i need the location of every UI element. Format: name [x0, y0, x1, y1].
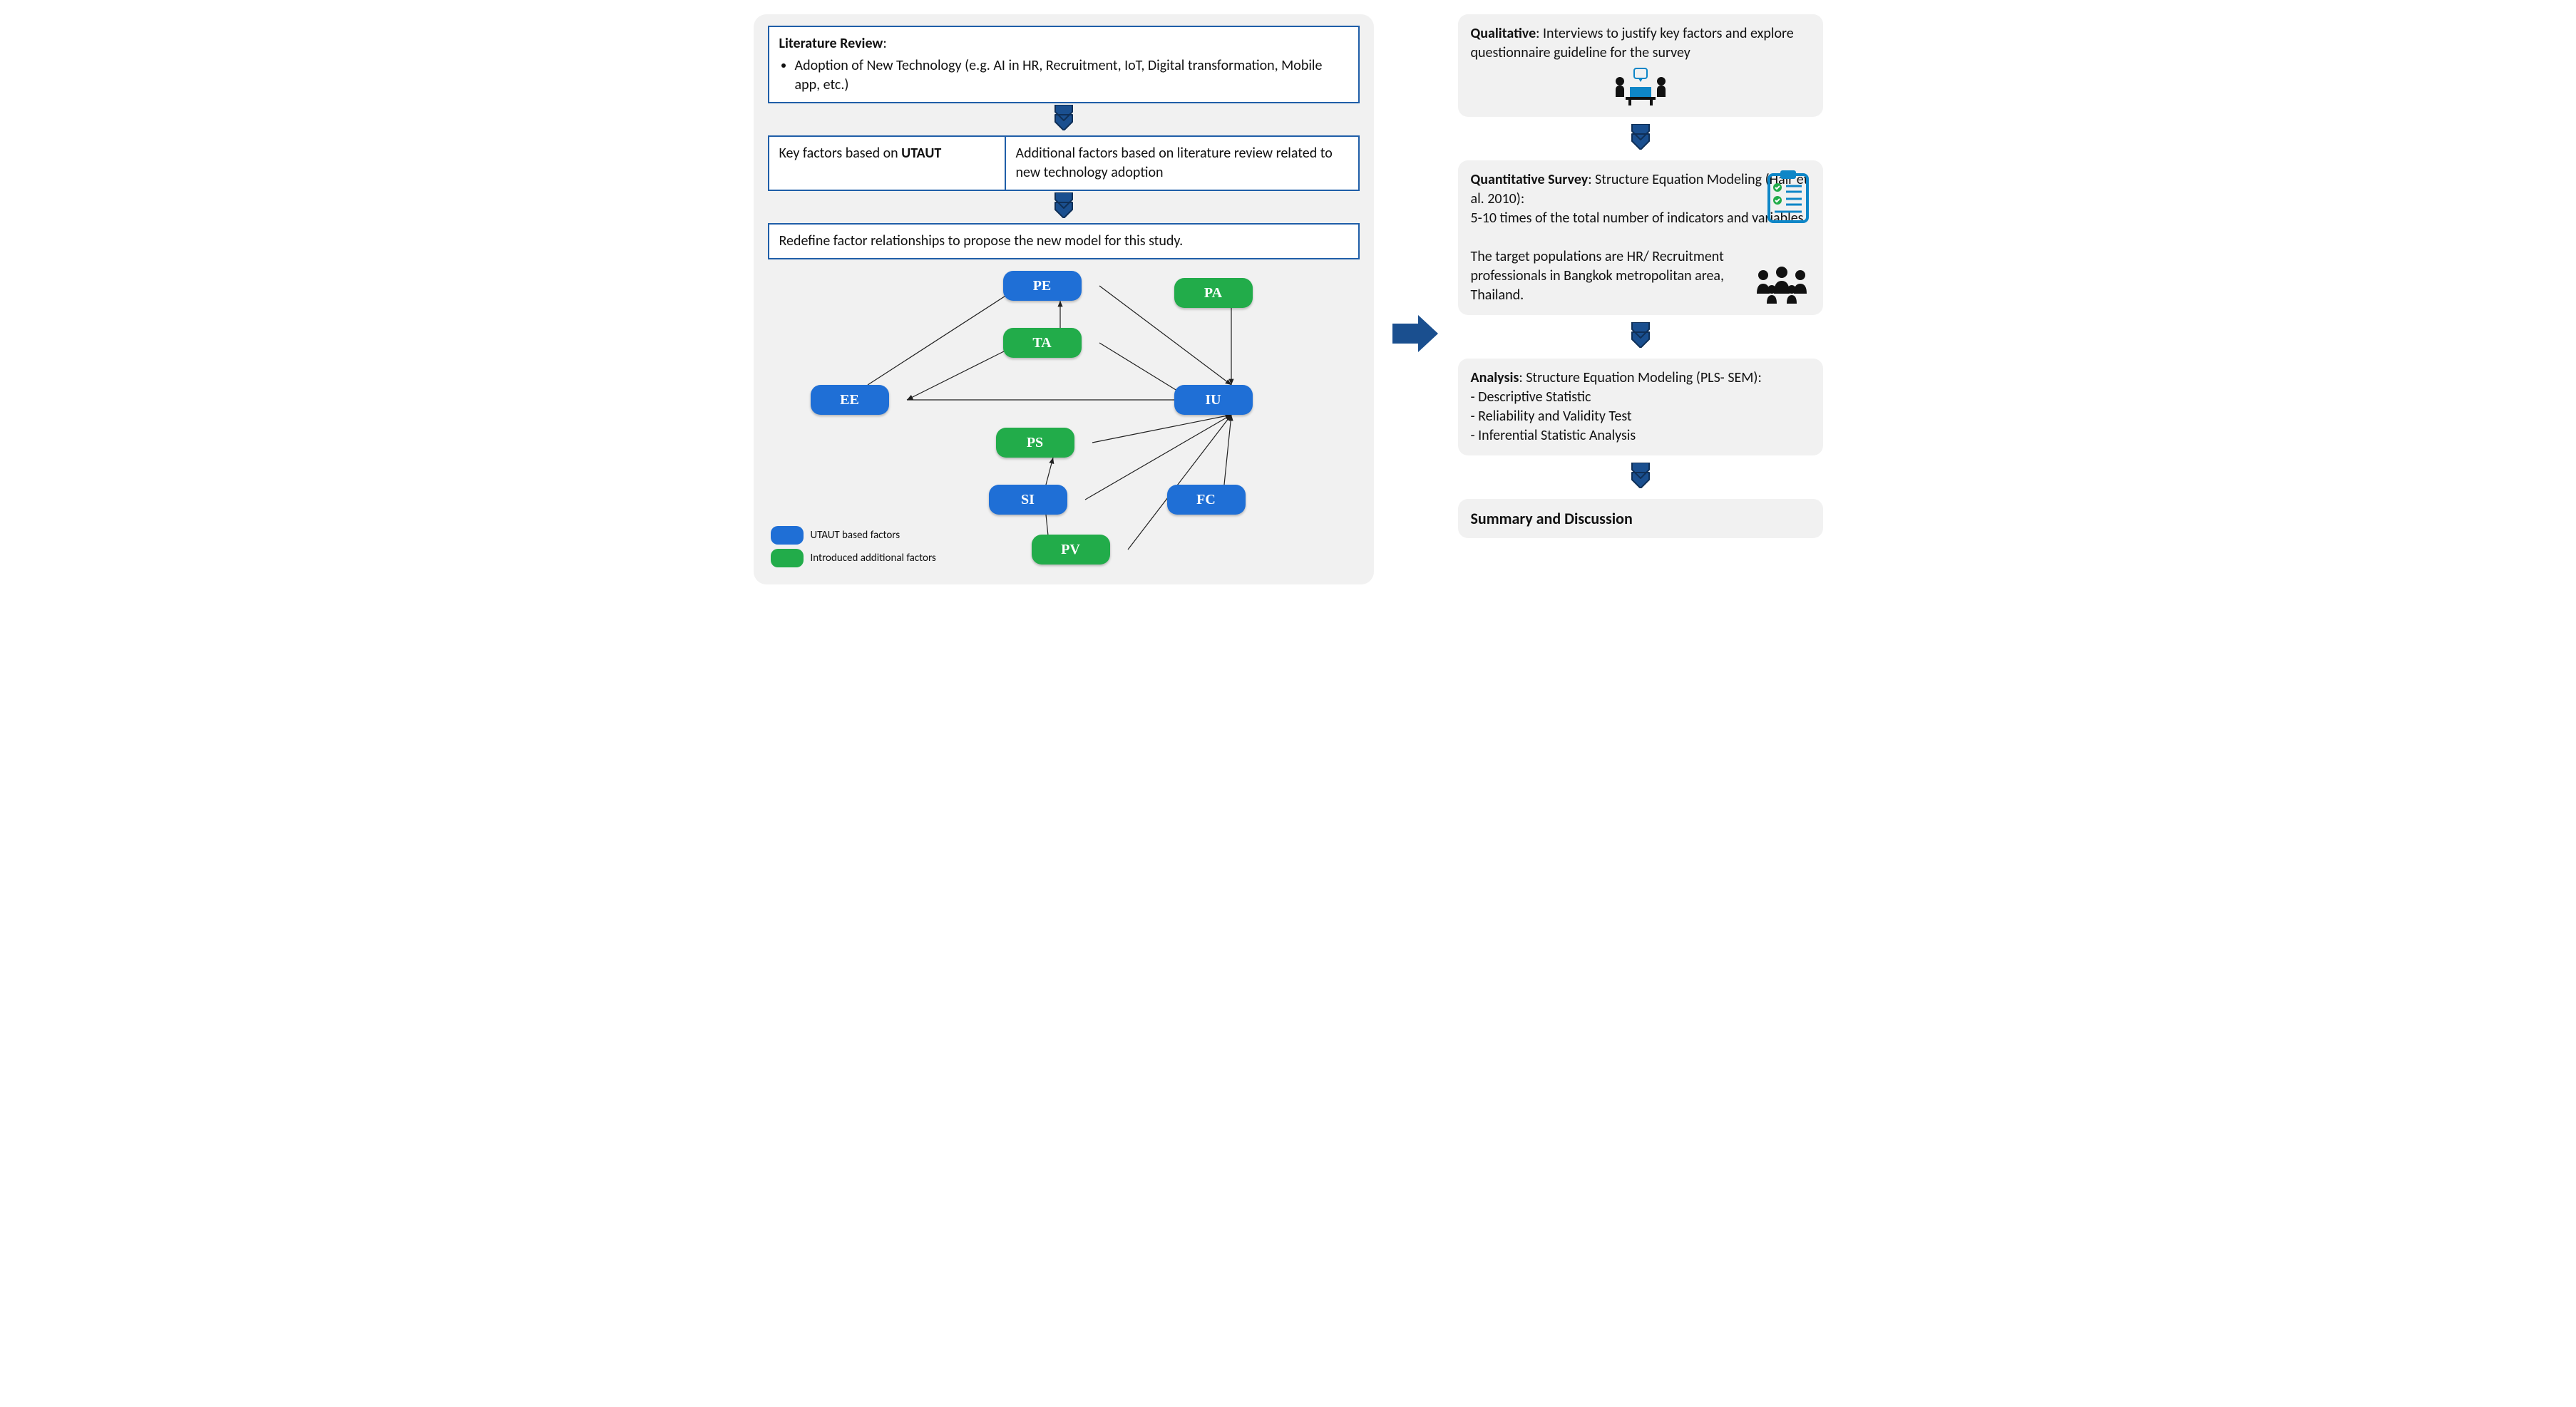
node-ps: PS [996, 428, 1074, 458]
chevron-down-1 [768, 105, 1360, 134]
analysis-text: : Structure Equation Modeling (PLS- SEM)… [1519, 369, 1761, 386]
qualitative-panel: Qualitative: Interviews to justify key f… [1458, 14, 1823, 117]
additional-factors-box: Additional factors based on literature r… [1005, 135, 1360, 191]
utaut-factors-box: Key factors based on UTAUT [768, 135, 1005, 191]
legend-label-blue: UTAUT based factors [811, 529, 900, 542]
big-arrow-icon [1391, 312, 1441, 359]
analysis-bullet-3: - Inferential Statistic Analysis [1471, 426, 1810, 445]
node-fc: FC [1167, 485, 1246, 515]
analysis-bullet-2: - Reliability and Validity Test [1471, 407, 1810, 426]
node-iu: IU [1174, 385, 1253, 415]
right-panel: Qualitative: Interviews to justify key f… [1458, 14, 1823, 538]
legend-swatch-green [771, 549, 804, 567]
quantitative-text-2: 5-10 times of the total number of indica… [1471, 209, 1810, 228]
redefine-box: Redefine factor relationships to propose… [768, 223, 1360, 259]
utaut-prefix: Key factors based on [779, 145, 902, 162]
node-si: SI [989, 485, 1067, 515]
left-panel: Literature Review: Adoption of New Techn… [754, 14, 1374, 584]
analysis-panel: Analysis: Structure Equation Modeling (P… [1458, 359, 1823, 455]
model-diagram: UTAUT based factors Introduced additiona… [768, 264, 1360, 570]
literature-review-title: Literature Review [779, 35, 883, 52]
interview-icon [1608, 66, 1673, 107]
people-group-icon [1752, 265, 1812, 306]
chevron-down-2 [768, 192, 1360, 222]
literature-review-bullet: Adoption of New Technology (e.g. AI in H… [795, 56, 1348, 95]
literature-review-box: Literature Review: Adoption of New Techn… [768, 26, 1360, 103]
quantitative-panel: Quantitative Survey: Structure Equation … [1458, 160, 1823, 315]
legend-label-green: Introduced additional factors [811, 552, 936, 565]
node-pa: PA [1174, 278, 1253, 308]
node-ee: EE [811, 385, 889, 415]
legend-swatch-blue [771, 526, 804, 545]
chevron-down-r3 [1458, 463, 1823, 492]
factors-row: Key factors based on UTAUT Additional fa… [768, 135, 1360, 191]
qualitative-heading: Qualitative [1471, 25, 1536, 42]
analysis-bullet-1: - Descriptive Statistic [1471, 388, 1810, 407]
node-ta: TA [1003, 328, 1082, 358]
layout-wrap: Literature Review: Adoption of New Techn… [754, 14, 1823, 584]
node-pe: PE [1003, 271, 1082, 301]
node-pv: PV [1032, 535, 1110, 565]
analysis-heading: Analysis [1471, 369, 1519, 386]
legend: UTAUT based factors Introduced additiona… [771, 522, 936, 567]
utaut-bold: UTAUT [901, 145, 941, 162]
chevron-down-r2 [1458, 322, 1823, 351]
quantitative-heading: Quantitative Survey [1471, 171, 1589, 188]
summary-panel: Summary and Discussion [1458, 499, 1823, 538]
chevron-down-r1 [1458, 124, 1823, 153]
clipboard-icon [1765, 169, 1812, 225]
